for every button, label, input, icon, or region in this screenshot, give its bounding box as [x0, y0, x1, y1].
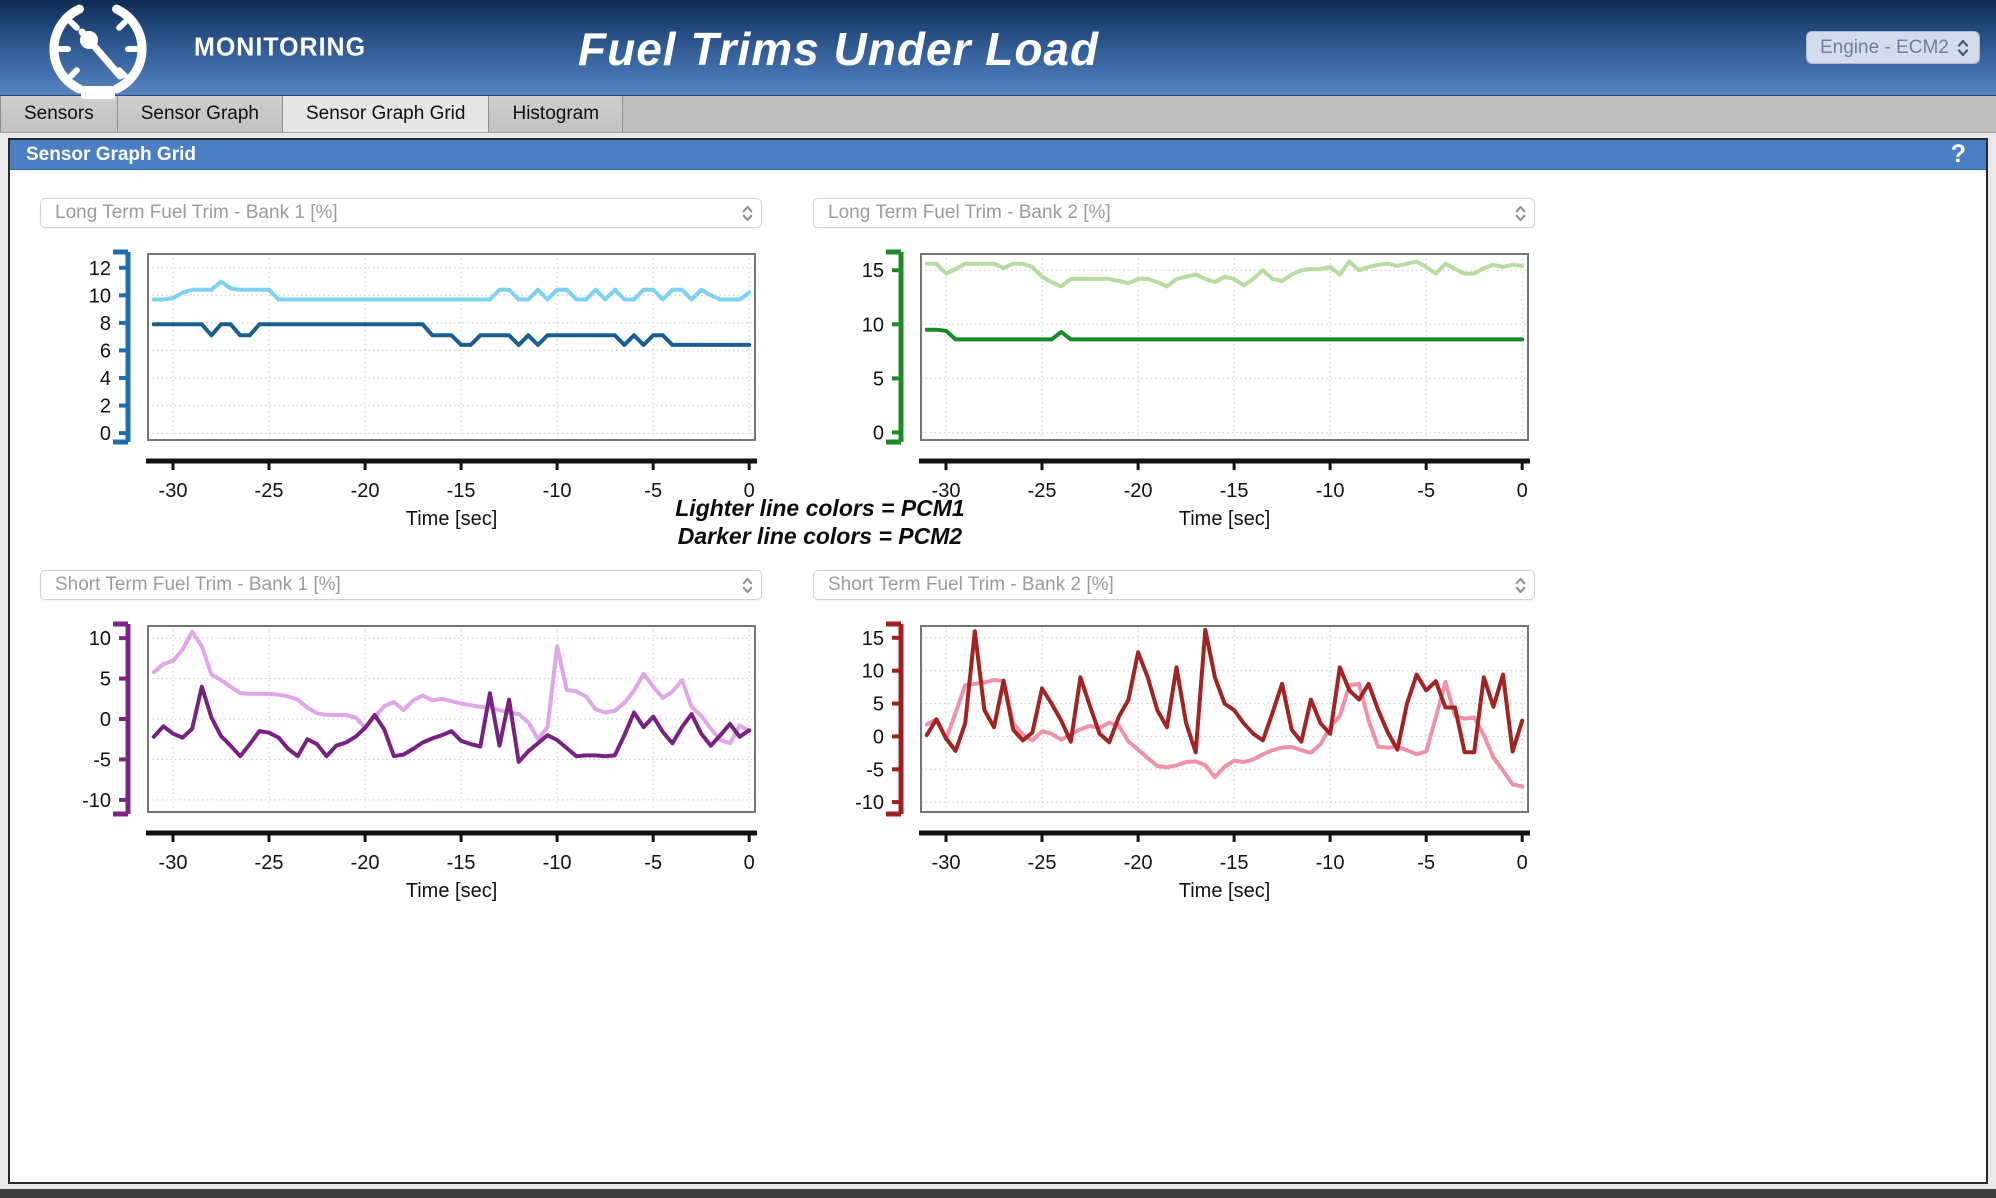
svg-text:0: 0: [1517, 852, 1528, 874]
svg-text:-5: -5: [93, 749, 111, 771]
svg-text:-20: -20: [351, 852, 380, 874]
svg-text:Time [sec]: Time [sec]: [1179, 880, 1271, 902]
svg-text:10: 10: [862, 314, 884, 336]
chevron-updown-icon: [742, 205, 753, 221]
chart-block-ltft-bank2: Long Term Fuel Trim - Bank 2 [%] 0 5 10 15 -…: [813, 198, 1538, 530]
svg-text:-25: -25: [255, 480, 284, 502]
svg-text:-10: -10: [1316, 480, 1345, 502]
chart-stft-bank2: -10 -5 0 5 10 15 -30 -25 -20 -15 -10 -5 0 Time [sec]: [813, 612, 1538, 902]
help-button[interactable]: ?: [1950, 140, 1966, 168]
window-bottom-edge: [0, 1189, 1996, 1198]
svg-text:5: 5: [873, 694, 884, 716]
svg-text:-25: -25: [1028, 480, 1057, 502]
svg-text:-30: -30: [159, 852, 188, 874]
svg-text:-30: -30: [932, 480, 961, 502]
svg-text:-25: -25: [255, 852, 284, 874]
svg-text:0: 0: [1517, 480, 1528, 502]
svg-text:-5: -5: [1417, 852, 1435, 874]
svg-text:-25: -25: [1028, 852, 1057, 874]
panel-title: Sensor Graph Grid: [26, 143, 196, 165]
svg-text:-10: -10: [543, 480, 572, 502]
chart-select-stft-bank2[interactable]: Short Term Fuel Trim - Bank 2 [%]: [813, 570, 1535, 600]
chevron-updown-icon: [742, 577, 753, 593]
page-title: Fuel Trims Under Load: [578, 23, 1100, 75]
svg-text:5: 5: [873, 368, 884, 390]
svg-text:-10: -10: [543, 852, 572, 874]
gauge-icon: [49, 4, 147, 99]
svg-text:-30: -30: [932, 852, 961, 874]
chart-row-top: Long Term Fuel Trim - Bank 1 [%] 0 2 4 6 8 10…: [40, 198, 1546, 530]
chart-grid: Long Term Fuel Trim - Bank 1 [%] 0 2 4 6 8 10…: [10, 170, 1986, 902]
svg-text:4: 4: [100, 368, 111, 390]
svg-text:0: 0: [873, 422, 884, 444]
device-select[interactable]: Engine - ECM2: [1806, 31, 1980, 64]
svg-text:12: 12: [89, 258, 111, 280]
brand-label: MONITORING: [194, 32, 367, 62]
panel-title-bar: Sensor Graph Grid ?: [10, 140, 1986, 170]
svg-text:-20: -20: [1124, 480, 1153, 502]
header: MONITORING Fuel Trims Under Load Engine …: [0, 0, 1996, 99]
svg-text:-20: -20: [1124, 852, 1153, 874]
svg-text:-5: -5: [1417, 480, 1435, 502]
svg-text:-15: -15: [447, 480, 476, 502]
chart-block-ltft-bank1: Long Term Fuel Trim - Bank 1 [%] 0 2 4 6 8 10…: [40, 198, 765, 530]
svg-text:-10: -10: [1316, 852, 1345, 874]
tab-histogram[interactable]: Histogram: [489, 96, 624, 132]
svg-text:Time [sec]: Time [sec]: [406, 508, 498, 530]
svg-text:6: 6: [100, 340, 111, 362]
svg-text:15: 15: [862, 260, 884, 282]
sensor-graph-grid-panel: Sensor Graph Grid ? Long Term Fuel Trim …: [8, 138, 1988, 1184]
svg-text:0: 0: [744, 480, 755, 502]
svg-text:-5: -5: [644, 852, 662, 874]
svg-text:0: 0: [744, 852, 755, 874]
chart-block-stft-bank1: Short Term Fuel Trim - Bank 1 [%] -10 -5 0…: [40, 570, 765, 902]
chart-select-value: Short Term Fuel Trim - Bank 1 [%]: [55, 574, 341, 595]
svg-text:10: 10: [89, 285, 111, 307]
chart-select-stft-bank1[interactable]: Short Term Fuel Trim - Bank 1 [%]: [40, 570, 762, 600]
chevron-updown-icon: [1515, 205, 1526, 221]
chart-row-bottom: Short Term Fuel Trim - Bank 1 [%] -10 -5 0…: [40, 570, 1546, 902]
tab-sensors[interactable]: Sensors: [0, 96, 118, 132]
legend-note: Lighter line colors = PCM1 Darker line c…: [40, 494, 1538, 550]
svg-text:-30: -30: [159, 480, 188, 502]
svg-text:Time [sec]: Time [sec]: [1179, 508, 1271, 530]
svg-text:0: 0: [873, 726, 884, 748]
chart-select-ltft-bank2[interactable]: Long Term Fuel Trim - Bank 2 [%]: [813, 198, 1535, 228]
svg-text:-5: -5: [644, 480, 662, 502]
tab-sensor-graph-grid[interactable]: Sensor Graph Grid: [283, 96, 490, 132]
chart-block-stft-bank2: Short Term Fuel Trim - Bank 2 [%] -10 -5 0…: [813, 570, 1538, 902]
tab-bar: Sensors Sensor Graph Sensor Graph Grid H…: [0, 96, 1996, 133]
svg-text:-20: -20: [351, 480, 380, 502]
svg-text:0: 0: [100, 709, 111, 731]
svg-text:-10: -10: [855, 792, 884, 814]
svg-text:-5: -5: [866, 759, 884, 781]
chart-select-value: Short Term Fuel Trim - Bank 2 [%]: [828, 574, 1114, 595]
svg-text:Time [sec]: Time [sec]: [406, 880, 498, 902]
svg-text:-15: -15: [1220, 480, 1249, 502]
svg-text:10: 10: [862, 661, 884, 683]
svg-text:10: 10: [89, 628, 111, 650]
tab-sensor-graph[interactable]: Sensor Graph: [117, 96, 283, 132]
svg-text:15: 15: [862, 628, 884, 650]
legend-note-line1: Lighter line colors = PCM1: [675, 495, 965, 521]
legend-note-line2: Darker line colors = PCM2: [677, 523, 963, 549]
chevron-updown-icon: [1957, 39, 1969, 56]
svg-text:2: 2: [100, 396, 111, 418]
svg-text:5: 5: [100, 669, 111, 691]
chevron-updown-icon: [1515, 577, 1526, 593]
chart-stft-bank1: -10 -5 0 5 10 -30 -25 -20 -15 -10 -5 0 Time [sec]: [40, 612, 765, 902]
chart-ltft-bank1: 0 2 4 6 8 10 12 -30 -25 -20 -15 -10 -5 0 Time [sec]: [40, 240, 765, 530]
device-select-value: Engine - ECM2: [1820, 36, 1949, 58]
svg-text:-15: -15: [1220, 852, 1249, 874]
chart-select-value: Long Term Fuel Trim - Bank 2 [%]: [828, 202, 1111, 223]
chart-ltft-bank2: 0 5 10 15 -30 -25 -20 -15 -10 -5 0 Time [sec]: [813, 240, 1538, 530]
svg-text:8: 8: [100, 313, 111, 335]
chart-select-ltft-bank1[interactable]: Long Term Fuel Trim - Bank 1 [%]: [40, 198, 762, 228]
svg-text:-10: -10: [82, 790, 111, 812]
svg-text:0: 0: [100, 423, 111, 445]
chart-select-value: Long Term Fuel Trim - Bank 1 [%]: [55, 202, 338, 223]
svg-text:-15: -15: [447, 852, 476, 874]
